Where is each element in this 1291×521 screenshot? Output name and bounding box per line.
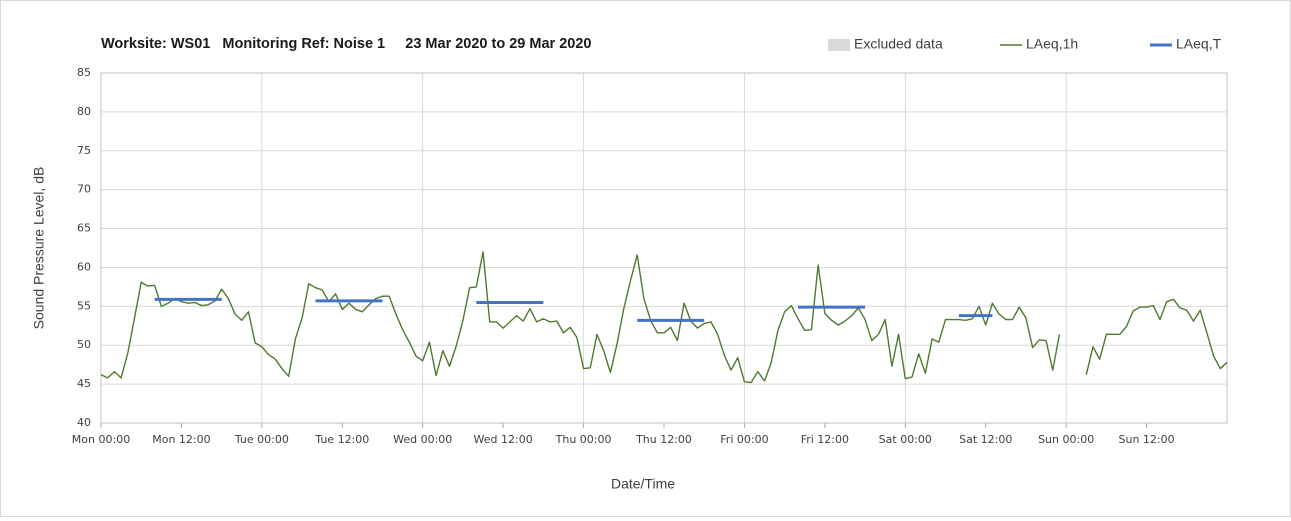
x-tick-label: Mon 12:00 — [152, 433, 210, 446]
x-tick-label: Sun 00:00 — [1038, 433, 1094, 446]
plot-frame — [100, 72, 1228, 424]
y-axis-title: Sound Pressure Level, dB — [31, 167, 47, 330]
x-tick-label: Fri 00:00 — [720, 433, 768, 446]
y-tick-label: 65 — [77, 222, 91, 235]
y-tick-label: 80 — [77, 105, 91, 118]
legend-label: LAeq,T — [1176, 36, 1222, 52]
legend-label: Excluded data — [854, 36, 943, 52]
laeq-1h-line — [1085, 298, 1228, 375]
x-tick-label: Tue 00:00 — [234, 433, 289, 446]
y-tick-label: 40 — [77, 416, 91, 429]
y-tick-label: 85 — [77, 66, 91, 79]
x-tick-label: Mon 00:00 — [72, 433, 130, 446]
x-tick-label: Sat 12:00 — [959, 433, 1012, 446]
x-tick-label: Wed 12:00 — [474, 433, 533, 446]
x-axis-title: Date/Time — [611, 476, 675, 492]
x-tick-label: Tue 12:00 — [314, 433, 369, 446]
legend-swatch — [828, 39, 850, 51]
x-tick-label: Wed 00:00 — [393, 433, 452, 446]
legend-label: LAeq,1h — [1026, 36, 1078, 52]
y-tick-label: 60 — [77, 260, 91, 273]
y-tick-label: 45 — [77, 377, 91, 390]
x-tick-label: Fri 12:00 — [801, 433, 849, 446]
y-tick-label: 55 — [77, 299, 91, 312]
chart-title: Worksite: WS01 Monitoring Ref: Noise 1 2… — [101, 36, 591, 52]
x-tick-label: Sat 00:00 — [879, 433, 932, 446]
y-tick-label: 50 — [77, 338, 91, 351]
y-tick-label: 70 — [77, 183, 91, 196]
laeq-1h-line — [100, 251, 1061, 384]
y-tick-label: 75 — [77, 144, 91, 157]
x-tick-label: Thu 12:00 — [635, 433, 692, 446]
x-tick-label: Thu 00:00 — [555, 433, 612, 446]
x-tick-label: Sun 12:00 — [1119, 433, 1175, 446]
